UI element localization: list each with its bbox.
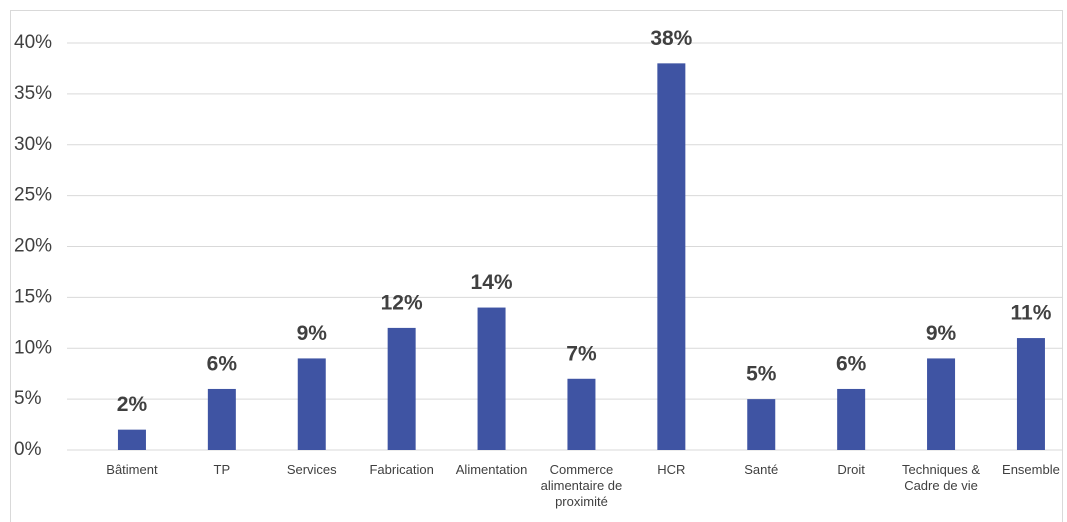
x-tick-label: Bâtiment [106,462,158,477]
bar [207,388,236,450]
y-tick-label: 40% [14,32,52,53]
x-tick-label: HCR [657,462,686,477]
chart-frame [10,10,1063,522]
y-tick-label: 25% [14,185,52,206]
bar [477,307,506,450]
y-tick-label: 5% [14,388,42,409]
bar [387,327,416,450]
x-tick-label: Droit [837,462,865,477]
x-tick-label: Ensemble [1002,462,1060,477]
bar [837,388,866,450]
bar [117,429,146,450]
y-tick-label: 30% [14,134,52,155]
x-tick-label: Commerce alimentaire de proximité [540,462,623,509]
y-tick-label: 35% [14,83,52,104]
bar [567,378,596,450]
y-tick-label: 10% [14,337,52,358]
value-label: 6% [836,352,867,375]
bar [297,358,326,450]
x-tick-label: Services [286,462,337,477]
y-tick-label: 20% [14,236,52,257]
value-label: 12% [381,291,423,314]
value-label: 7% [566,342,597,365]
value-label: 38% [650,27,692,50]
x-tick-label: Santé [744,462,779,477]
value-label: 9% [926,322,957,345]
value-label: 6% [207,352,238,375]
value-label: 9% [297,322,328,345]
bar [927,358,956,450]
value-label: 11% [1011,302,1052,325]
x-tick-label: Alimentation [455,462,528,477]
x-tick-label: Fabrication [369,462,434,477]
bar [657,63,686,450]
bar [747,399,776,450]
y-tick-label: 15% [14,286,52,307]
value-label: 5% [746,363,777,386]
value-label: 14% [471,271,513,294]
x-tick-label: Techniques & Cadre de vie [902,462,981,493]
x-tick-label: TP [213,462,231,477]
bar [1016,338,1045,450]
value-label: 2% [117,393,148,416]
y-tick-label: 0% [14,439,42,460]
